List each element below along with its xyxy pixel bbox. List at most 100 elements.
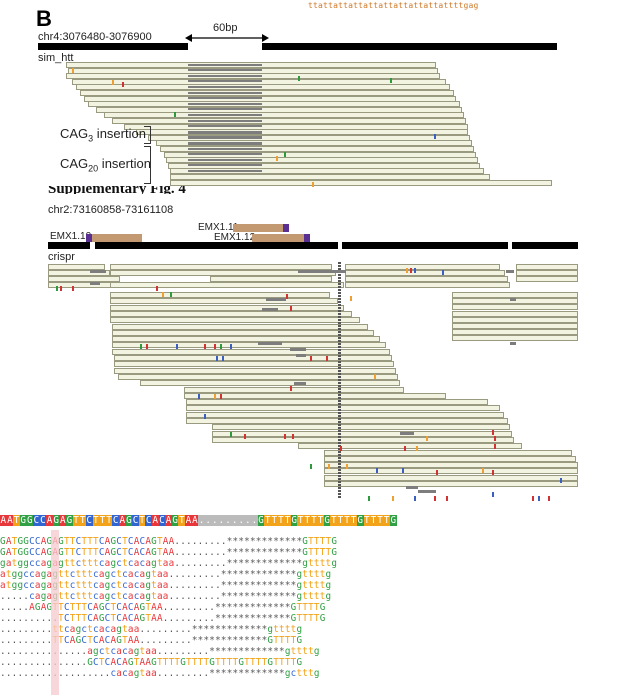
read-mismatch [538,496,540,501]
read-row [452,335,578,342]
read-mismatch [284,152,286,157]
panel-c-reference-bar-1 [48,242,90,249]
cut-site-dot [338,466,341,468]
cut-site-dot [338,298,341,300]
alignment-highlight-column [51,530,59,695]
alignment-row: .....cagagttctttcagctcacagtaa.........**… [0,591,332,602]
cut-site-dot [338,304,341,306]
alignment-row: GATGGCCAGAGTTCTTTCAGCTCACAGTAA.........*… [0,547,338,558]
read-row [324,462,578,469]
read-mismatch [230,344,232,349]
cut-site-dot [338,454,341,456]
read-row [140,380,400,387]
cut-site-dot [338,442,341,444]
cut-site-dot [338,415,341,417]
read-row [345,276,508,282]
guide-emx1-11 [233,224,283,232]
read-mismatch [426,436,428,441]
read-mismatch [310,464,312,469]
read-mismatch [414,496,416,501]
read-row [48,264,105,270]
read-row [88,101,460,108]
read-gap [188,136,262,140]
read-mismatch [122,82,124,87]
read-row [516,270,578,276]
read-gap [188,141,262,145]
read-mismatch [112,80,114,85]
guide-emx1-10-pam [86,234,92,242]
guide-label-emx1-12: EMX1.12 [214,232,256,243]
read-mismatch [290,306,292,311]
cut-site-dot [338,475,341,477]
read-row [112,329,374,336]
cut-site-dot [338,358,341,360]
cut-site-dot [338,280,341,282]
read-gap [188,108,262,111]
cut-site-dot [338,448,341,450]
read-row [170,168,484,175]
cut-site-dot [338,262,341,264]
cut-site-dot [338,292,341,294]
cut-site-dot [338,469,341,471]
read-mismatch [560,478,562,483]
read-row [166,157,478,164]
read-mismatch [402,468,404,473]
read-mismatch [416,446,418,451]
read-row [118,373,398,380]
read-gap [188,153,262,156]
cut-site-dot [338,310,341,312]
cut-site-dot [338,295,341,297]
cut-site-dot [338,385,341,387]
cut-site-dot [338,268,341,270]
read-row [212,424,510,431]
panel-c-reference-bar-2 [95,242,338,249]
read-mismatch [548,496,550,501]
read-row [148,134,470,141]
alignment-row: ...............agctcacagtaa.........****… [0,646,320,657]
cut-site-dot [338,436,341,438]
cut-site-dot [338,457,341,459]
read-mismatch [140,344,142,349]
read-mismatch [72,68,74,73]
read-row [96,106,462,113]
cut-site-dot [338,313,341,315]
cut-site-dot [338,430,341,432]
read-mismatch [374,374,376,379]
read-gap [188,158,262,161]
panel-b-reference-bar-right [262,43,557,50]
read-row [110,264,332,270]
read-deletion [400,431,414,435]
read-mismatch [220,344,222,349]
read-gap [188,102,262,105]
read-mismatch [434,496,436,501]
read-row [110,310,352,317]
read-row [184,392,446,399]
panel-letter-b: B [36,6,52,31]
read-mismatch [176,344,178,349]
read-mismatch [216,356,218,361]
cut-site-dot [338,421,341,423]
scale-bar-label: 60bp [213,22,238,34]
alignment-row: .....AGAGTTCTTTCAGCTCACAGTAA.........***… [0,602,326,613]
read-deletion [266,297,286,301]
read-row [84,95,456,102]
read-mismatch [392,496,394,501]
read-row [298,443,522,450]
partial-heading: Supplementary Fig. 4 [48,186,186,194]
read-row [114,361,394,368]
cut-site-dot [338,433,341,435]
read-row [210,276,332,282]
read-row [170,179,552,186]
cag20-insertion-label: CAG20 insertion [60,156,151,174]
read-mismatch [204,344,206,349]
cut-site-dot [338,301,341,303]
cut-site-dot [338,328,341,330]
read-row [112,348,390,355]
alignment-row: .........ttcagctcacagtaa.........*******… [0,624,303,635]
read-mismatch [532,496,534,501]
read-row [48,276,120,282]
read-row [164,151,476,158]
cut-site-dot [338,331,341,333]
read-row [324,449,572,456]
alignment-row: .........TTCAGCTCACAGTAA.........*******… [0,635,303,646]
